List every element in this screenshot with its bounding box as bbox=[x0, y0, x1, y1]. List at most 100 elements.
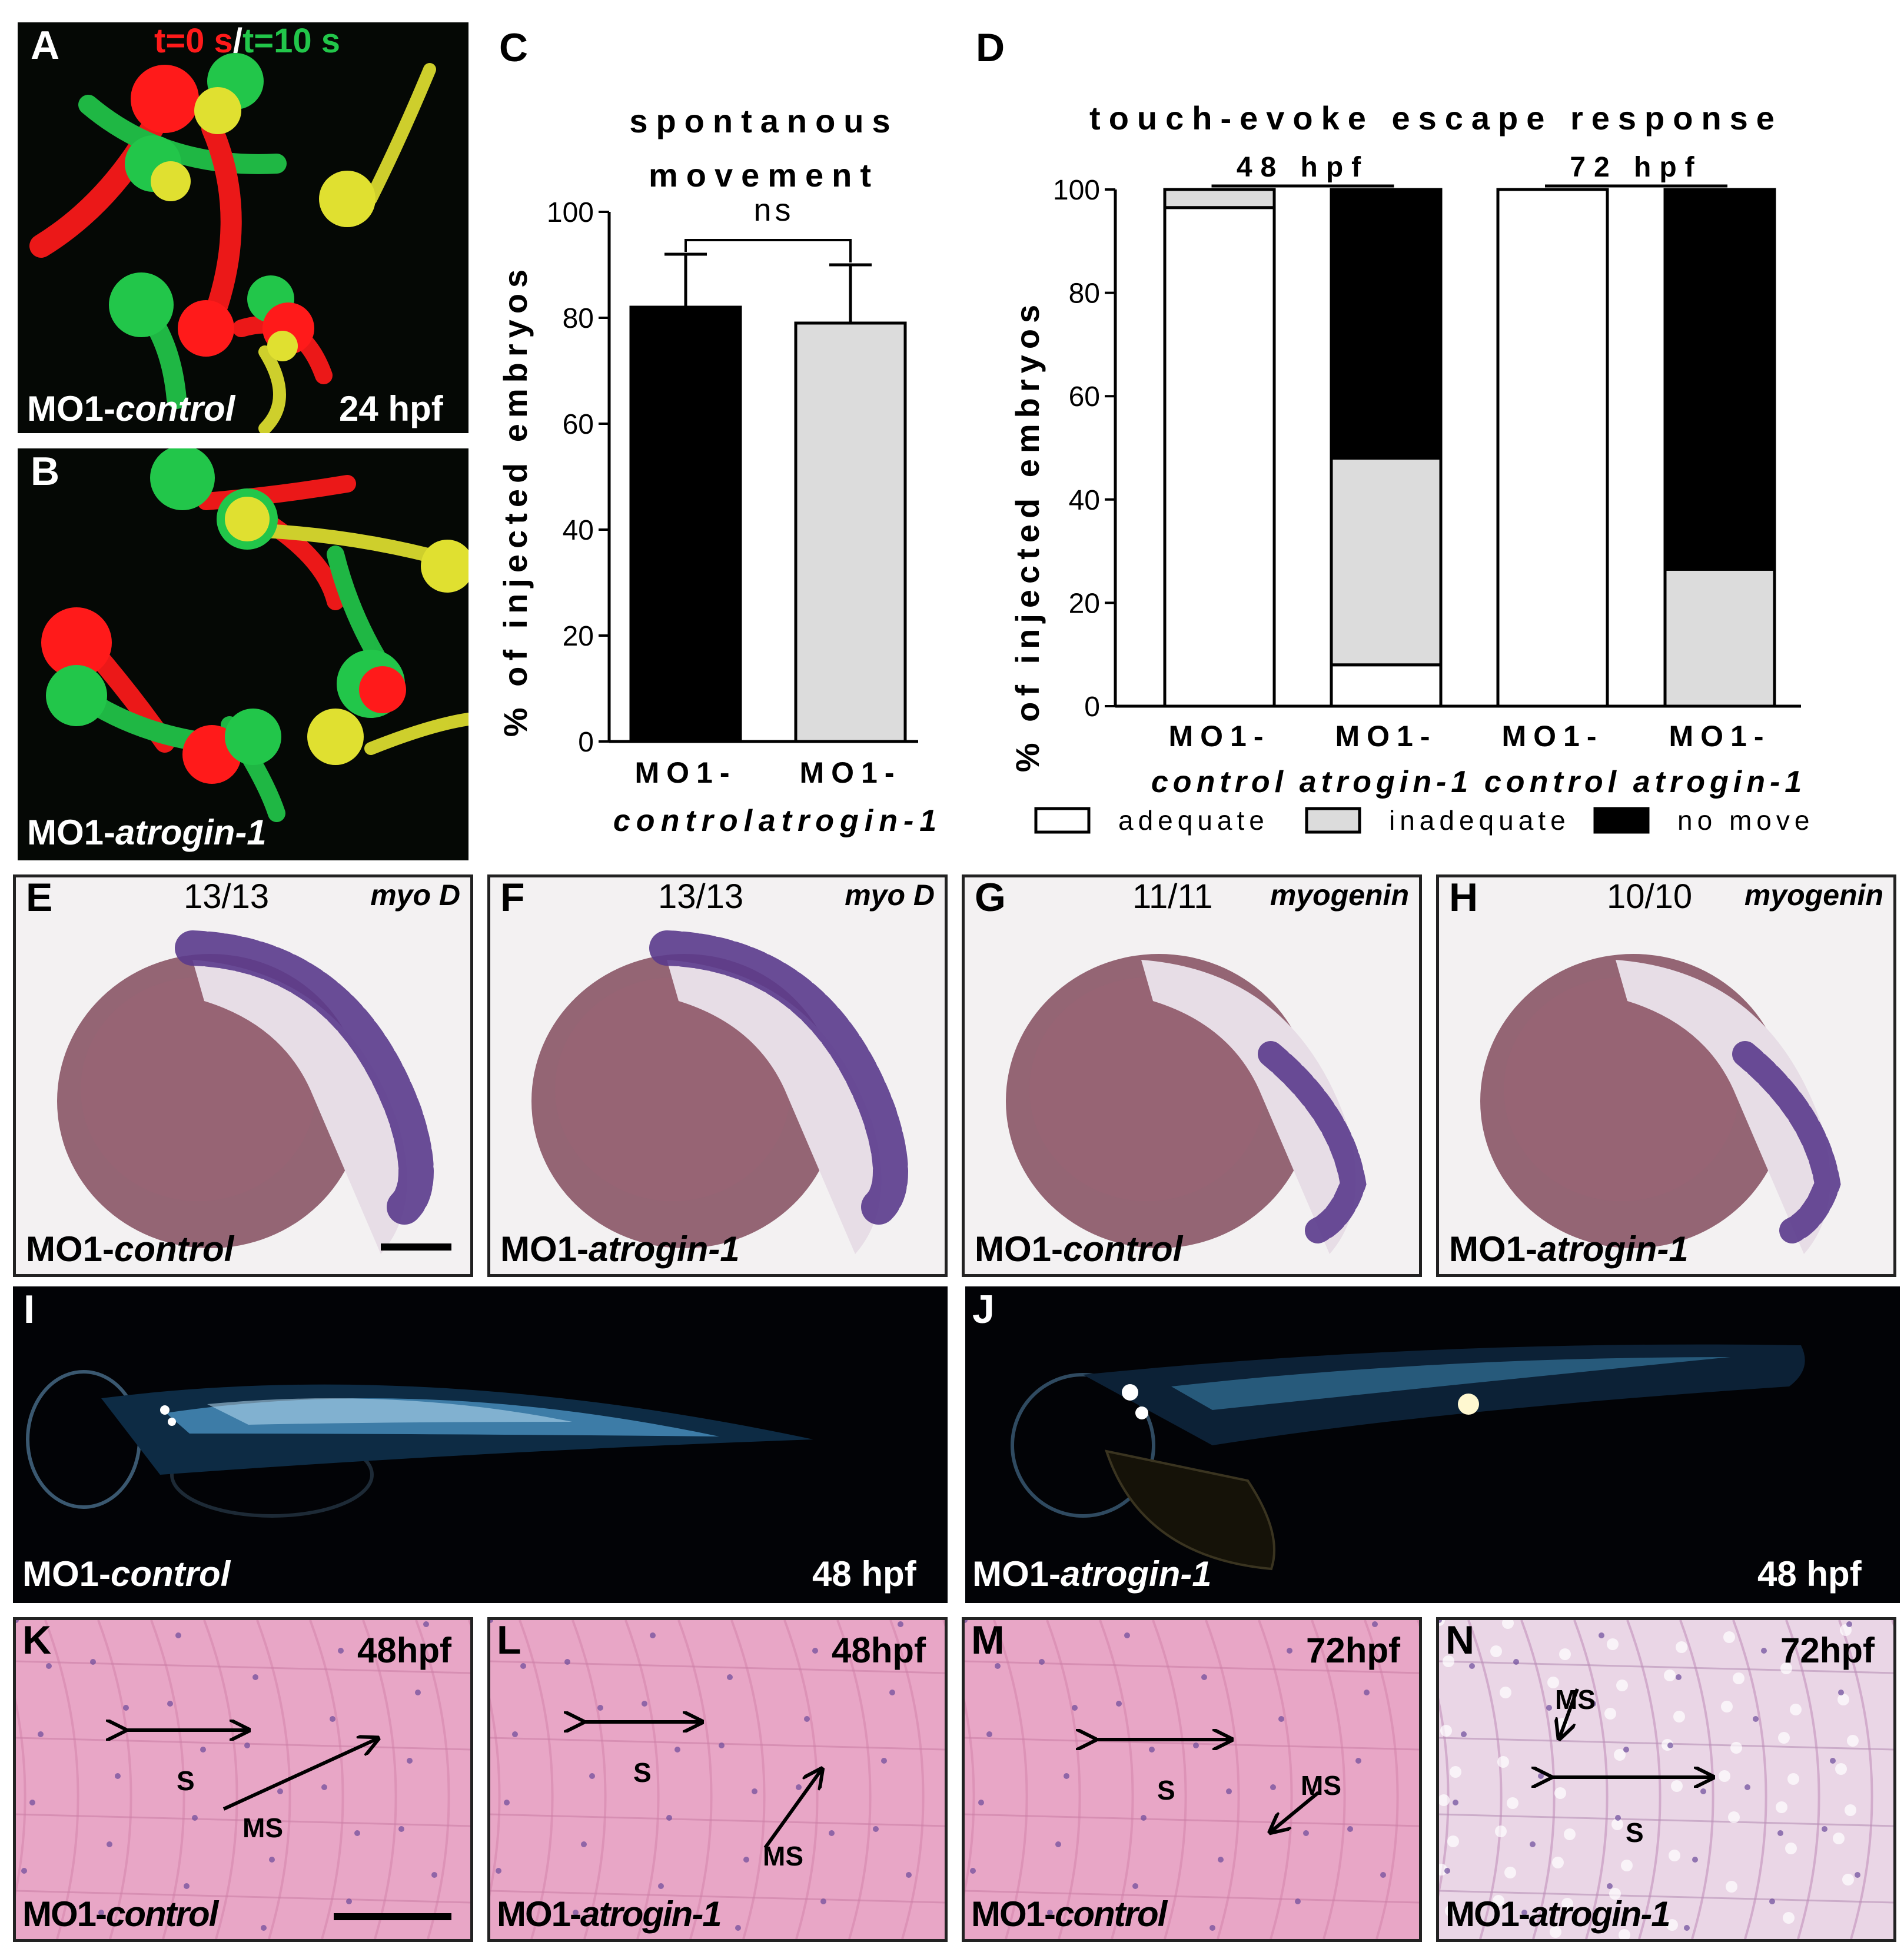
chart-d-xtick-2-line2: atrogin-1 bbox=[1300, 765, 1473, 799]
chart-d-xtick-4-line2: atrogin-1 bbox=[1633, 765, 1806, 799]
chart-d-bar-2-no-move bbox=[1330, 188, 1443, 460]
panel-i-larva bbox=[26, 1370, 813, 1518]
chart-d-bar-2-adequate bbox=[1330, 663, 1443, 708]
panel-f-caption: MO1-atrogin-1 bbox=[500, 1229, 740, 1269]
myoseptum-arrow bbox=[222, 1739, 377, 1811]
panel-j-larva bbox=[1011, 1344, 1805, 1571]
panel-m-image bbox=[962, 1617, 1422, 1942]
chart-d-legend-label-3: no move bbox=[1677, 805, 1814, 836]
panel-g-image bbox=[962, 874, 1422, 1277]
chart-d-xtick-2-line1: MO1- bbox=[1335, 720, 1437, 753]
panel-k-caption: MO1-control bbox=[22, 1894, 218, 1934]
panel-b-caption: MO1-atrogin-1 bbox=[27, 813, 267, 852]
chart-c-xtick-1-line2: control bbox=[613, 804, 758, 838]
chart-d-xtick-1-line2: control bbox=[1151, 765, 1288, 799]
panel-g-letter: G bbox=[975, 875, 1006, 920]
chart-c-bar-2 bbox=[794, 321, 907, 743]
chart-c-ytick-label: 20 bbox=[563, 621, 594, 652]
panel-k-letter: K bbox=[22, 1618, 52, 1662]
panel-k-tissue bbox=[16, 1620, 470, 1939]
panel-j-image bbox=[965, 1286, 1900, 1603]
panel-e-probe: myo D bbox=[370, 879, 460, 912]
chart-d-bar-2-inadequate bbox=[1330, 457, 1443, 667]
chart-d-ytick-label: 80 bbox=[1069, 278, 1100, 310]
panel-c-letter: C bbox=[499, 25, 529, 70]
chart-d-legend-swatch-3 bbox=[1593, 807, 1650, 834]
panel-l-caption: MO1-atrogin-1 bbox=[497, 1894, 722, 1934]
myoseptum-label: MS bbox=[1301, 1770, 1341, 1801]
chart-c-ytick-label: 60 bbox=[563, 409, 594, 440]
panel-a-caption: MO1-control bbox=[27, 389, 235, 428]
myoseptum-label: MS bbox=[763, 1841, 803, 1871]
myoseptum-arrow bbox=[1560, 1688, 1579, 1737]
panel-a-stage: 24 hpf bbox=[339, 389, 443, 428]
chart-d-xtick-3-line1: MO1- bbox=[1502, 720, 1604, 753]
chart-c-ytick-label: 100 bbox=[547, 197, 594, 228]
chart-d-bar-3-adequate bbox=[1496, 188, 1609, 708]
panel-a-image bbox=[18, 22, 468, 433]
chart-d-group-label-1: 48 hpf bbox=[1237, 152, 1369, 183]
chart-d-ytick-label: 40 bbox=[1069, 485, 1100, 516]
panel-e-letter: E bbox=[26, 875, 53, 920]
panel-h-probe: myogenin bbox=[1744, 879, 1883, 912]
panel-d-letter: D bbox=[976, 25, 1005, 70]
panel-i-letter: I bbox=[24, 1287, 35, 1332]
chart-d-group-label-2: 72 hpf bbox=[1570, 152, 1702, 183]
panel-n-tissue bbox=[1439, 1620, 1893, 1939]
chart-d-bar-4-no-move bbox=[1663, 188, 1776, 571]
segment-label: S bbox=[177, 1765, 195, 1796]
panel-n-stage: 72hpf bbox=[1780, 1631, 1875, 1670]
chart-c-ylabel: % of injected embryos bbox=[497, 264, 534, 737]
panel-e-image bbox=[13, 874, 473, 1277]
panel-m-stage: 72hpf bbox=[1306, 1631, 1401, 1670]
panel-n-letter: N bbox=[1446, 1618, 1475, 1662]
chart-c-title-line1: spontanous bbox=[629, 102, 898, 139]
chart-c-ytick-label: 0 bbox=[578, 727, 594, 758]
myoseptum-label: MS bbox=[1555, 1684, 1596, 1715]
panel-d-chart: touch-evoke escape response % of injecte… bbox=[1009, 99, 1814, 836]
panel-g-embryo bbox=[1006, 954, 1367, 1254]
panel-h-count: 10/10 bbox=[1607, 877, 1693, 916]
myoseptum-label: MS bbox=[242, 1813, 283, 1843]
panel-l-letter: L bbox=[497, 1618, 521, 1662]
myoseptum-arrow bbox=[1271, 1791, 1320, 1831]
chart-c-significance: ns bbox=[753, 192, 794, 228]
panel-b-embryo-overlay bbox=[41, 448, 468, 822]
panel-j-letter: J bbox=[972, 1287, 995, 1332]
panel-m-caption: MO1-control bbox=[971, 1894, 1167, 1934]
panel-b-image bbox=[18, 448, 468, 860]
panel-i-stage: 48 hpf bbox=[812, 1554, 916, 1594]
panel-l-stage: 48hpf bbox=[832, 1631, 926, 1670]
panel-f-letter: F bbox=[500, 875, 525, 920]
panel-n-annotations: S MS bbox=[1436, 1684, 1896, 1848]
panel-h-letter: H bbox=[1449, 875, 1478, 920]
chart-d-ytick-label: 100 bbox=[1053, 175, 1100, 206]
chart-c-title-line2: movement bbox=[649, 157, 879, 194]
segment-label: S bbox=[1157, 1775, 1175, 1805]
panel-g-caption: MO1-control bbox=[975, 1229, 1183, 1269]
panel-m-letter: M bbox=[971, 1618, 1005, 1662]
panel-a-letter: A bbox=[31, 23, 60, 68]
chart-d-bar-4-inadequate bbox=[1663, 567, 1776, 708]
chart-c-ytick-label: 80 bbox=[563, 303, 594, 334]
panel-g-count: 11/11 bbox=[1132, 877, 1213, 916]
chart-d-bar-1-inadequate bbox=[1163, 188, 1276, 210]
panel-e-caption: MO1-control bbox=[26, 1229, 234, 1269]
panel-f-count: 13/13 bbox=[658, 877, 744, 916]
chart-d-bar-1-adequate bbox=[1163, 206, 1276, 708]
chart-d-title: touch-evoke escape response bbox=[1089, 99, 1783, 137]
chart-d-ytick-label: 60 bbox=[1069, 381, 1100, 413]
panel-j-stage: 48 hpf bbox=[1757, 1554, 1862, 1594]
chart-d-legend-swatch-1 bbox=[1034, 807, 1091, 834]
panel-f-probe: myo D bbox=[845, 879, 935, 912]
panel-b-letter: B bbox=[31, 449, 60, 494]
chart-c-xtick-2-line1: MO1- bbox=[800, 756, 902, 789]
chart-d-ylabel: % of injected embryos bbox=[1009, 299, 1046, 772]
panel-l-image bbox=[487, 1617, 948, 1942]
chart-d-xtick-3-line2: control bbox=[1484, 765, 1621, 799]
panel-h-embryo bbox=[1480, 954, 1841, 1254]
chart-d-legend-swatch-2 bbox=[1305, 807, 1361, 834]
panel-l-annotations: S MS bbox=[487, 1617, 948, 1871]
segment-label: S bbox=[1626, 1817, 1644, 1848]
chart-c-xtick-2-line2: atrogin-1 bbox=[759, 804, 942, 838]
